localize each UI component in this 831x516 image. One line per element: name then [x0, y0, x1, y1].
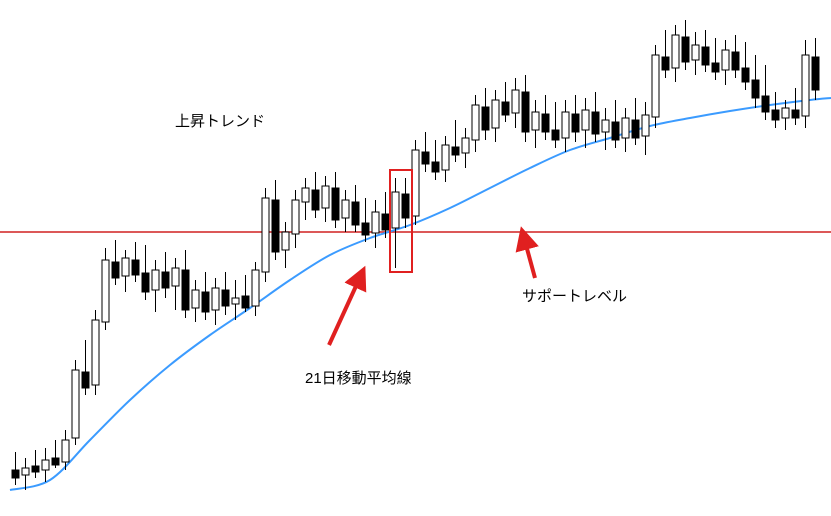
candle-body — [642, 115, 649, 136]
candlestick-chart: 上昇トレンド 21日移動平均線 サポートレベル — [0, 0, 831, 516]
candle-body — [212, 288, 219, 310]
moving-average-line — [10, 98, 831, 490]
candle-body — [82, 372, 89, 388]
candle-body — [202, 292, 209, 312]
candle-body — [612, 122, 619, 140]
candle-body — [372, 212, 379, 233]
candle-body — [402, 194, 409, 218]
candle-body — [512, 90, 519, 113]
candle-body — [622, 118, 629, 138]
candle-body — [392, 192, 399, 228]
candle-body — [242, 296, 249, 308]
candle-body — [672, 35, 679, 68]
candle-body — [732, 52, 739, 70]
candle-body — [62, 440, 69, 462]
candle-body — [22, 468, 29, 475]
candle-body — [362, 223, 369, 235]
candle-body — [132, 260, 139, 275]
ma-label: 21日移動平均線 — [305, 367, 412, 388]
candle-body — [222, 290, 229, 306]
candle-body — [582, 110, 589, 130]
candle-body — [522, 92, 529, 132]
candle-body — [112, 262, 119, 278]
candle-body — [652, 55, 659, 117]
candle-body — [182, 270, 189, 310]
candle-body — [562, 112, 569, 138]
candle-body — [772, 110, 779, 120]
candle-body — [532, 112, 539, 130]
candle-body — [802, 55, 809, 116]
candle-body — [592, 112, 599, 134]
candle-body — [272, 200, 279, 252]
candle-body — [92, 320, 99, 385]
candle-body — [632, 120, 639, 138]
candle-body — [452, 147, 459, 155]
candle-body — [492, 100, 499, 128]
candle-body — [342, 200, 349, 218]
candle-body — [442, 145, 449, 170]
candle-body — [352, 202, 359, 225]
candle-body — [542, 114, 549, 132]
candle-body — [382, 214, 389, 230]
candle-body — [662, 57, 669, 70]
candle-body — [812, 57, 819, 90]
candle-body — [712, 63, 719, 72]
candle-body — [12, 470, 19, 478]
candle-body — [502, 102, 509, 115]
candle-body — [752, 80, 759, 98]
candle-body — [552, 130, 559, 140]
candle-body — [122, 258, 129, 276]
candle-body — [412, 150, 419, 216]
candle-body — [422, 152, 429, 164]
candle-body — [602, 120, 609, 132]
support-label: サポートレベル — [522, 285, 627, 306]
candle-body — [262, 198, 269, 272]
candle-body — [482, 107, 489, 130]
candle-body — [192, 290, 199, 308]
candle-body — [762, 96, 769, 112]
candle-body — [152, 270, 159, 290]
annotation-arrow — [523, 234, 535, 278]
annotation-arrow — [329, 273, 362, 345]
candle-body — [572, 114, 579, 132]
candle-body — [282, 232, 289, 250]
candle-body — [232, 298, 239, 304]
candle-body — [792, 110, 799, 118]
candle-body — [52, 458, 59, 465]
candle-body — [32, 466, 39, 472]
candle-body — [292, 200, 299, 234]
candle-body — [72, 370, 79, 438]
candle-body — [462, 138, 469, 153]
candle-body — [722, 50, 729, 70]
candle-body — [682, 37, 689, 62]
candle-body — [742, 68, 749, 82]
candle-body — [162, 272, 169, 288]
candle-body — [472, 105, 479, 140]
candle-body — [42, 460, 49, 470]
candle-body — [432, 162, 439, 172]
candle-body — [172, 268, 179, 286]
candle-body — [782, 108, 789, 118]
candle-body — [142, 273, 149, 292]
candle-body — [332, 188, 339, 220]
candle-body — [252, 270, 259, 306]
candle-body — [302, 188, 309, 202]
candle-body — [312, 190, 319, 210]
candle-body — [102, 260, 109, 322]
candle-body — [322, 186, 329, 208]
chart-svg — [0, 0, 831, 516]
candle-body — [702, 47, 709, 65]
trend-label: 上昇トレンド — [175, 110, 265, 131]
candle-body — [692, 45, 699, 60]
